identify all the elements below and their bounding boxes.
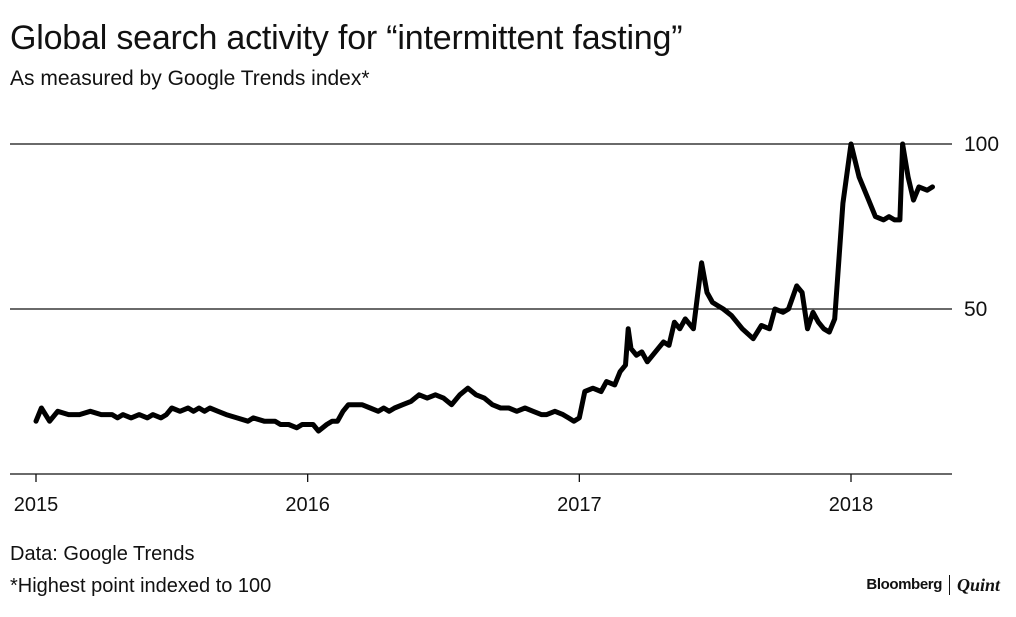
brand-primary: Bloomberg — [866, 576, 942, 593]
brand-divider — [948, 575, 950, 595]
y-tick-label-50: 50 — [964, 298, 987, 321]
x-tick-label-2015: 2015 — [14, 494, 59, 516]
y-tick-labels: 50 100 — [964, 133, 999, 321]
data-source-note: Data: Google Trends — [10, 543, 195, 565]
brand-secondary: Quint — [956, 575, 1000, 595]
x-tick-label-2017: 2017 — [557, 494, 602, 516]
x-tick-labels: 2015 2016 2017 2018 — [14, 494, 874, 516]
series-line-1 — [33, 141, 935, 434]
chart-title: Global search activity for “intermittent… — [10, 19, 683, 57]
x-tick-label-2016: 2016 — [285, 494, 330, 516]
publisher-logo: Bloomberg Quint — [866, 574, 1000, 596]
series-layer — [33, 141, 935, 434]
y-tick-label-100: 100 — [964, 133, 999, 156]
x-tick-label-2018: 2018 — [829, 494, 874, 516]
chart-subtitle: As measured by Google Trends index* — [10, 67, 370, 90]
footnote: *Highest point indexed to 100 — [10, 575, 272, 597]
gridlines — [10, 143, 952, 310]
x-axis — [10, 473, 952, 482]
